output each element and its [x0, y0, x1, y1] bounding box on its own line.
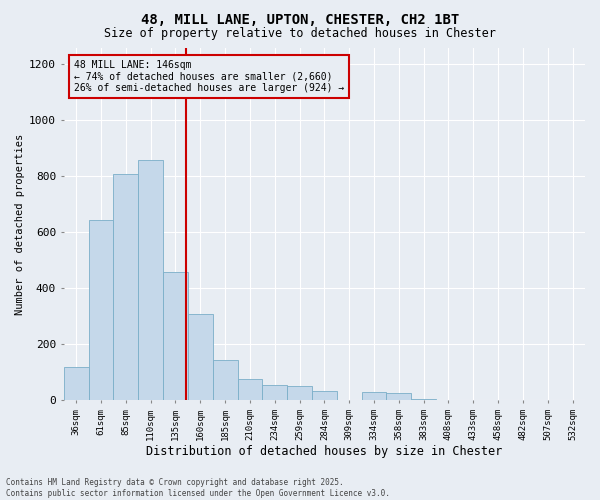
- Bar: [312, 390, 337, 400]
- Text: Size of property relative to detached houses in Chester: Size of property relative to detached ho…: [104, 28, 496, 40]
- Bar: [411, 399, 436, 400]
- Text: 48, MILL LANE, UPTON, CHESTER, CH2 1BT: 48, MILL LANE, UPTON, CHESTER, CH2 1BT: [141, 12, 459, 26]
- Bar: [238, 380, 262, 400]
- X-axis label: Distribution of detached houses by size in Chester: Distribution of detached houses by size …: [146, 444, 503, 458]
- Bar: [362, 392, 386, 400]
- Text: Contains HM Land Registry data © Crown copyright and database right 2025.
Contai: Contains HM Land Registry data © Crown c…: [6, 478, 390, 498]
- Bar: [113, 174, 138, 400]
- Bar: [287, 386, 312, 400]
- Text: 48 MILL LANE: 146sqm
← 74% of detached houses are smaller (2,660)
26% of semi-de: 48 MILL LANE: 146sqm ← 74% of detached h…: [74, 60, 344, 93]
- Bar: [163, 272, 188, 400]
- Bar: [386, 392, 411, 400]
- Bar: [138, 160, 163, 400]
- Bar: [213, 360, 238, 401]
- Bar: [262, 385, 287, 400]
- Bar: [64, 367, 89, 400]
- Bar: [188, 314, 213, 400]
- Y-axis label: Number of detached properties: Number of detached properties: [15, 134, 25, 314]
- Bar: [89, 220, 113, 400]
